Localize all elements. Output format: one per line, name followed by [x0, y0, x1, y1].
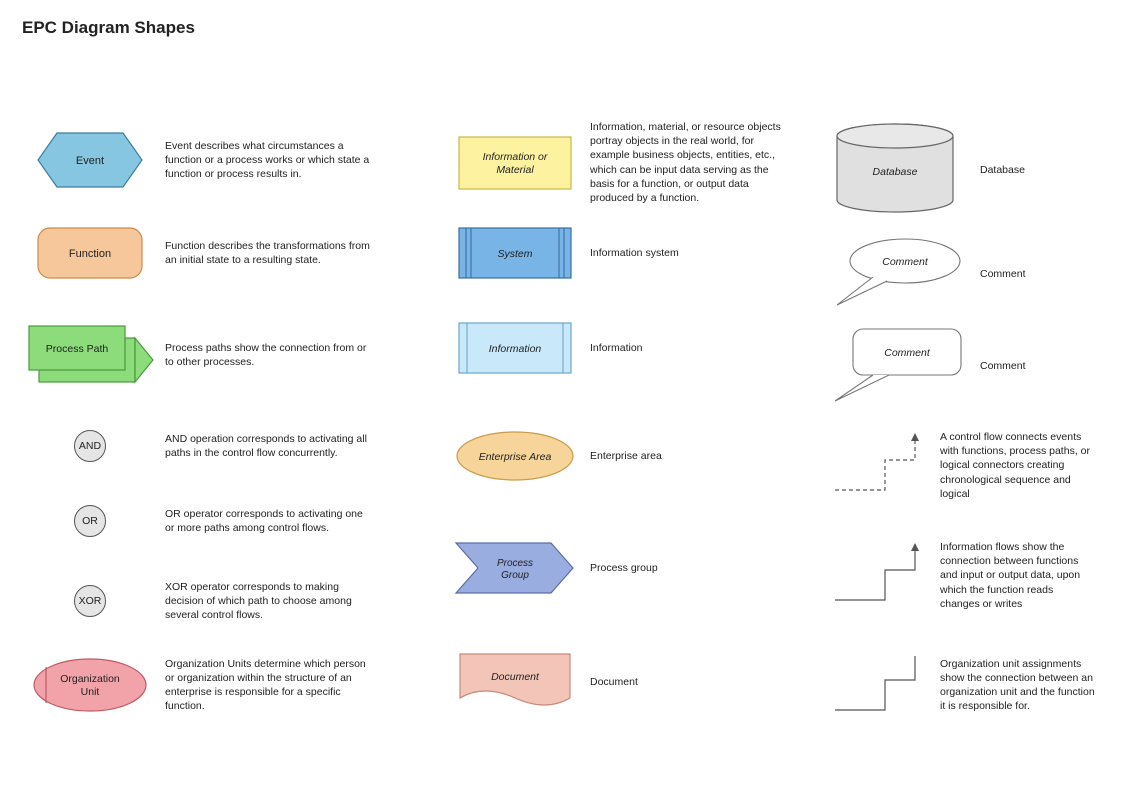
shape-database: Database [820, 120, 970, 220]
shape-and-circle-icon: AND [25, 430, 155, 462]
cell-and: AND AND operation corresponds to activat… [25, 430, 370, 462]
shape-xor-circle-icon: XOR [25, 585, 155, 617]
shape-controlflow-arrow-icon [820, 430, 930, 500]
cell-system: System Information system [450, 225, 679, 281]
cell-database: Database Database [820, 120, 1025, 220]
cell-comment1: Comment Comment [820, 235, 1026, 313]
shape-document: Document [450, 650, 580, 714]
cell-function: Function Function describes the transfor… [25, 225, 370, 281]
shape-event: Event [25, 130, 155, 190]
svg-text:Organization: Organization [60, 673, 120, 685]
shape-infoflow-arrow-icon [820, 540, 930, 610]
shape-system: System [450, 225, 580, 281]
document-desc: Document [580, 675, 638, 689]
cell-processpath: Process Path Process paths show the conn… [25, 320, 370, 390]
svg-text:Process: Process [497, 558, 533, 569]
orgassign-desc: Organization unit assignments show the c… [930, 657, 1095, 714]
shape-processpath: Process Path [25, 320, 155, 390]
event-desc: Event describes what circumstances a fun… [155, 139, 370, 182]
svg-text:Material: Material [496, 164, 534, 176]
shape-orgunit: Organization Unit [25, 655, 155, 715]
database-label: Database [873, 166, 918, 178]
xor-label: XOR [79, 595, 102, 607]
event-label: Event [76, 155, 104, 167]
system-label: System [497, 248, 532, 260]
comment2-desc: Comment [970, 359, 1026, 373]
function-desc: Function describes the transformations f… [155, 239, 370, 267]
svg-text:Unit: Unit [81, 686, 100, 698]
comment2-label: Comment [884, 347, 931, 359]
comment1-label: Comment [882, 256, 929, 268]
cell-orgunit: Organization Unit Organization Units det… [25, 655, 370, 715]
processpath-label: Process Path [46, 343, 109, 355]
information-label: Information [489, 343, 542, 355]
cell-event: Event Event describes what circumstances… [25, 130, 370, 190]
cell-xor: XOR XOR operator corresponds to making d… [25, 580, 370, 623]
procgroup-desc: Process group [580, 561, 658, 575]
cell-procgroup: Process Group Process group [450, 540, 658, 596]
shape-comment-ellipse: Comment [820, 235, 970, 313]
shape-orgassign-line-icon [820, 650, 930, 720]
cell-comment2: Comment Comment [820, 325, 1026, 407]
database-desc: Database [970, 163, 1025, 177]
and-label: AND [79, 440, 101, 452]
and-desc: AND operation corresponds to activating … [155, 432, 370, 460]
shape-infomat: Information or Material [450, 134, 580, 192]
cell-enterprise: Enterprise Area Enterprise area [450, 428, 662, 484]
svg-text:Information or: Information or [483, 151, 548, 163]
system-desc: Information system [580, 246, 679, 260]
cell-information: Information Information [450, 320, 643, 376]
shape-enterprise: Enterprise Area [450, 428, 580, 484]
cell-document: Document Document [450, 650, 638, 714]
or-label: OR [82, 515, 98, 527]
shape-procgroup: Process Group [450, 540, 580, 596]
infomat-desc: Information, material, or resource objec… [580, 120, 795, 205]
xor-desc: XOR operator corresponds to making decis… [155, 580, 370, 623]
shape-or-circle-icon: OR [25, 505, 155, 537]
infoflow-desc: Information flows show the connection be… [930, 540, 1095, 611]
cell-or: OR OR operator corresponds to activating… [25, 505, 370, 537]
shape-comment-rect: Comment [820, 325, 970, 407]
svg-text:Group: Group [501, 570, 529, 581]
or-desc: OR operator corresponds to activating on… [155, 507, 370, 535]
processpath-desc: Process paths show the connection from o… [155, 341, 370, 369]
document-label: Document [491, 671, 540, 683]
cell-controlflow: A control flow connects events with func… [820, 430, 1095, 501]
enterprise-desc: Enterprise area [580, 449, 662, 463]
cell-orgassign: Organization unit assignments show the c… [820, 650, 1095, 720]
cell-infoflow: Information flows show the connection be… [820, 540, 1095, 611]
information-desc: Information [580, 341, 643, 355]
enterprise-label: Enterprise Area [479, 451, 552, 463]
orgunit-desc: Organization Units determine which perso… [155, 657, 370, 714]
controlflow-desc: A control flow connects events with func… [930, 430, 1095, 501]
comment1-desc: Comment [970, 267, 1026, 281]
shape-function: Function [25, 225, 155, 281]
cell-infomat: Information or Material Information, mat… [450, 120, 795, 205]
page-title: EPC Diagram Shapes [22, 18, 195, 38]
shape-information: Information [450, 320, 580, 376]
function-label: Function [69, 248, 111, 260]
